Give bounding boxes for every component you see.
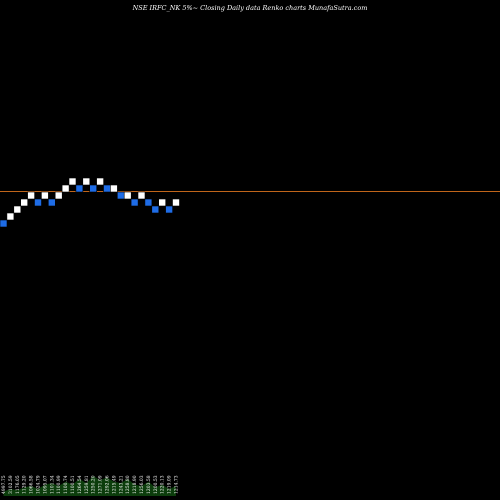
renko-brick-down bbox=[165, 205, 173, 214]
renko-brick-up bbox=[172, 198, 180, 207]
volume-label: 1218.90 bbox=[132, 475, 138, 494]
volume-label: 1100.99 bbox=[56, 475, 62, 494]
volume-label: 1256.03 bbox=[139, 475, 145, 494]
volume-label: 1203.58 bbox=[146, 475, 152, 494]
renko-brick-up bbox=[20, 198, 29, 207]
volume-label: 1264.54 bbox=[77, 475, 83, 494]
renko-brick-up bbox=[61, 184, 70, 193]
renko-brick-down bbox=[151, 205, 160, 214]
renko-brick-down bbox=[117, 191, 125, 200]
volume-label: 4997.75 bbox=[1, 475, 7, 494]
renko-brick-down bbox=[103, 184, 111, 193]
renko-brick-up bbox=[137, 191, 146, 200]
renko-brick-up bbox=[41, 191, 49, 200]
volume-label: 1258.80 bbox=[125, 475, 131, 494]
renko-brick-up bbox=[68, 177, 77, 186]
renko-brick-down bbox=[34, 198, 42, 207]
chart-title: NSE IRFC_NK 5%~ Closing Daily data Renko… bbox=[132, 4, 368, 12]
volume-fill bbox=[3, 476, 176, 496]
renko-brick-up bbox=[27, 191, 35, 200]
volume-label: 1200.53 bbox=[153, 475, 159, 494]
renko-brick-down bbox=[47, 198, 56, 207]
volume-label: 1024.79 bbox=[36, 475, 42, 494]
volume-label: 1095.07 bbox=[42, 475, 48, 494]
volume-label: 1100.51 bbox=[70, 475, 76, 494]
renko-brick-down bbox=[130, 198, 139, 207]
volume-label: 1259.81 bbox=[84, 475, 90, 494]
volume-area bbox=[3, 476, 176, 496]
volume-label: 1250.20 bbox=[91, 475, 97, 494]
renko-brick-up bbox=[13, 205, 22, 214]
volume-labels: 4997.75 3102.59 1176.05 1129.20 1066.58 1024.… bbox=[1, 475, 180, 494]
volume-label: 1176.05 bbox=[15, 475, 21, 494]
renko-brick-down bbox=[89, 184, 97, 193]
volume-label: 1129.20 bbox=[22, 475, 28, 494]
renko-bricks bbox=[0, 177, 180, 228]
volume-label: 1271.09 bbox=[98, 475, 104, 494]
volume-label: 1101.34 bbox=[49, 475, 55, 494]
renko-brick-up bbox=[6, 212, 15, 221]
renko-brick-up bbox=[123, 191, 132, 200]
volume-label: 1214.73 bbox=[174, 475, 180, 494]
volume-label: 3102.59 bbox=[8, 475, 14, 494]
volume-label: 1100.74 bbox=[63, 475, 69, 494]
renko-brick-up bbox=[82, 177, 91, 186]
volume-label: 1219.09 bbox=[167, 475, 173, 494]
renko-brick-down bbox=[75, 184, 84, 193]
renko-brick-up bbox=[110, 184, 118, 193]
volume-label: 1292.06 bbox=[105, 475, 111, 494]
renko-brick-down bbox=[0, 219, 8, 228]
volume-label: 1220.13 bbox=[160, 475, 166, 494]
renko-brick-down bbox=[144, 198, 153, 207]
volume-label: 1066.58 bbox=[29, 475, 35, 494]
renko-brick-up bbox=[96, 177, 104, 186]
volume-label: 1243.21 bbox=[118, 475, 124, 494]
volume-label: 1215.49 bbox=[111, 475, 117, 494]
renko-brick-up bbox=[54, 191, 63, 200]
renko-brick-up bbox=[158, 198, 166, 207]
